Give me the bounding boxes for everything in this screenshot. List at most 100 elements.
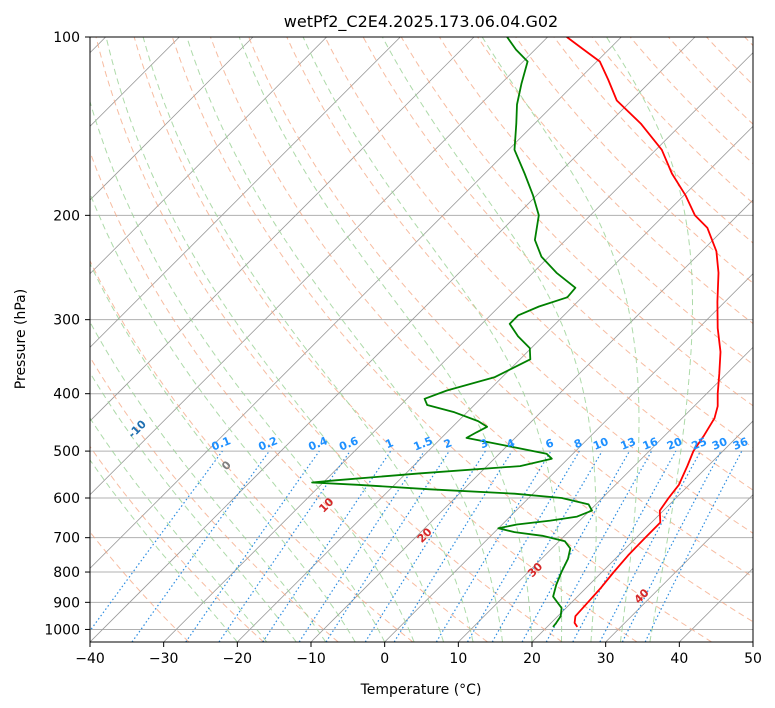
moist-adiabat-line [90, 99, 415, 642]
y-tick-label: 400 [53, 387, 80, 403]
moist-adiabat-line [90, 371, 297, 642]
x-tick-label: −40 [75, 651, 105, 667]
isotherm-line [90, 37, 696, 642]
y-tick-label: 100 [53, 30, 80, 46]
x-axis-label: Temperature (°C) [360, 682, 482, 698]
mixing-ratio-line [521, 450, 631, 642]
dry-adiabat-label: 20 [415, 525, 435, 545]
dry-adiabat-label: 0 [219, 458, 234, 473]
mixing-ratio-line [298, 450, 425, 642]
mixing-ratio-line [262, 450, 392, 642]
isotherm-line [90, 37, 401, 348]
dry-adiabat-line [362, 37, 753, 449]
isotherm-line [384, 273, 753, 642]
isotherm-line [237, 125, 753, 642]
mixing-ratio-line [545, 450, 653, 642]
moist-adiabat-line [90, 417, 268, 642]
dry-adiabat-line [477, 37, 753, 325]
mixing-ratio-label: 6 [544, 436, 556, 451]
mixing-ratio-line [325, 450, 450, 642]
moist-adiabat-line [90, 262, 356, 642]
moist-adiabat-line [105, 37, 445, 642]
x-tick-label: 20 [523, 651, 541, 667]
x-tick-label: −30 [149, 651, 179, 667]
mixing-ratio-line [218, 450, 351, 642]
moist-adiabat-line [238, 37, 533, 642]
dry-adiabat-line [553, 37, 753, 244]
mixing-ratio-label: 36 [731, 435, 750, 453]
isotherm-line [531, 420, 753, 642]
moist-adiabat-line [186, 37, 503, 642]
mixing-ratio-label: 8 [572, 436, 584, 451]
moist-adiabat-line [381, 37, 597, 642]
dry-adiabat-line [90, 445, 264, 642]
mixing-ratio-line [90, 450, 223, 632]
dry-adiabat-line [515, 37, 753, 284]
y-axis: 100 200 300 400 500 600 700 800 900 1000 [44, 30, 90, 638]
mixing-ratio-line [185, 450, 320, 642]
dry-adiabat-line [133, 37, 638, 642]
mixing-ratio-label: 20 [665, 435, 684, 453]
mixing-ratio-line [572, 450, 677, 642]
y-tick-label: 900 [53, 595, 80, 611]
dry-adiabat-line [90, 150, 488, 642]
x-tick-label: −10 [296, 651, 326, 667]
y-tick-label: 800 [53, 565, 80, 581]
background-lines [90, 37, 753, 642]
dry-adiabat-line [744, 37, 753, 47]
y-tick-label: 1000 [44, 622, 80, 638]
plot-frame [89, 36, 754, 643]
mixing-ratio-line [364, 450, 486, 642]
x-tick-label: −20 [223, 651, 253, 667]
dry-adiabat-line [591, 37, 753, 204]
dewpoint-profile-line [311, 37, 593, 628]
moist-adiabat-line [481, 37, 640, 642]
sounding-profiles [311, 37, 722, 628]
isotherm-line [90, 37, 475, 422]
dry-adiabat-line [706, 37, 753, 86]
dry-adiabat-line [400, 37, 753, 407]
dry-adiabat-label: 40 [632, 586, 652, 606]
y-tick-label: 500 [53, 444, 80, 460]
mixing-ratio-label: 30 [710, 435, 729, 453]
moist-adiabat-line [90, 192, 386, 642]
dry-adiabat-line [629, 37, 753, 165]
dry-adiabat-line [171, 37, 712, 642]
mixing-ratio-line [491, 450, 603, 642]
isotherm-line [90, 37, 622, 569]
moist-adiabat-line [90, 459, 238, 642]
y-tick-label: 700 [53, 531, 80, 547]
dry-adiabat-line [248, 37, 753, 578]
isotherm-line [90, 37, 254, 201]
x-tick-label: 10 [449, 651, 467, 667]
mixing-ratio-label: 25 [690, 435, 709, 453]
y-tick-label: 600 [53, 491, 80, 507]
mixing-ratio-line [435, 450, 552, 642]
dry-adiabat-line [210, 37, 753, 623]
mixing-ratio-label: 10 [591, 435, 610, 453]
y-axis-label: Pressure (hPa) [13, 289, 29, 389]
mixing-ratio-label: 3 [478, 436, 490, 451]
mixing-ratio-label: 16 [641, 435, 660, 453]
isotherm-line [679, 567, 753, 642]
moist-adiabat-line [302, 37, 563, 642]
x-tick-label: 30 [597, 651, 615, 667]
y-tick-label: 200 [53, 208, 80, 224]
mixing-ratio-label: 13 [619, 435, 638, 453]
mixing-ratio-line [131, 450, 270, 642]
dry-adiabat-line [90, 356, 339, 642]
x-tick-label: 50 [744, 651, 762, 667]
mixing-ratio-line [599, 450, 702, 642]
y-tick-label: 300 [53, 313, 80, 329]
isotherm-line [90, 37, 548, 496]
dry-adiabat-label: 30 [525, 560, 545, 580]
temperature-profile-line [566, 37, 722, 628]
x-axis: −40 −30 −20 −10 0 10 20 30 40 50 [75, 642, 762, 667]
isotherm-line [163, 52, 753, 642]
moist-adiabat-line [142, 37, 474, 642]
moist-adiabat-line [606, 37, 693, 642]
mixing-ratio-label: 1 [383, 436, 395, 451]
dry-adiabat-line [668, 37, 753, 125]
x-tick-label: 40 [670, 651, 688, 667]
